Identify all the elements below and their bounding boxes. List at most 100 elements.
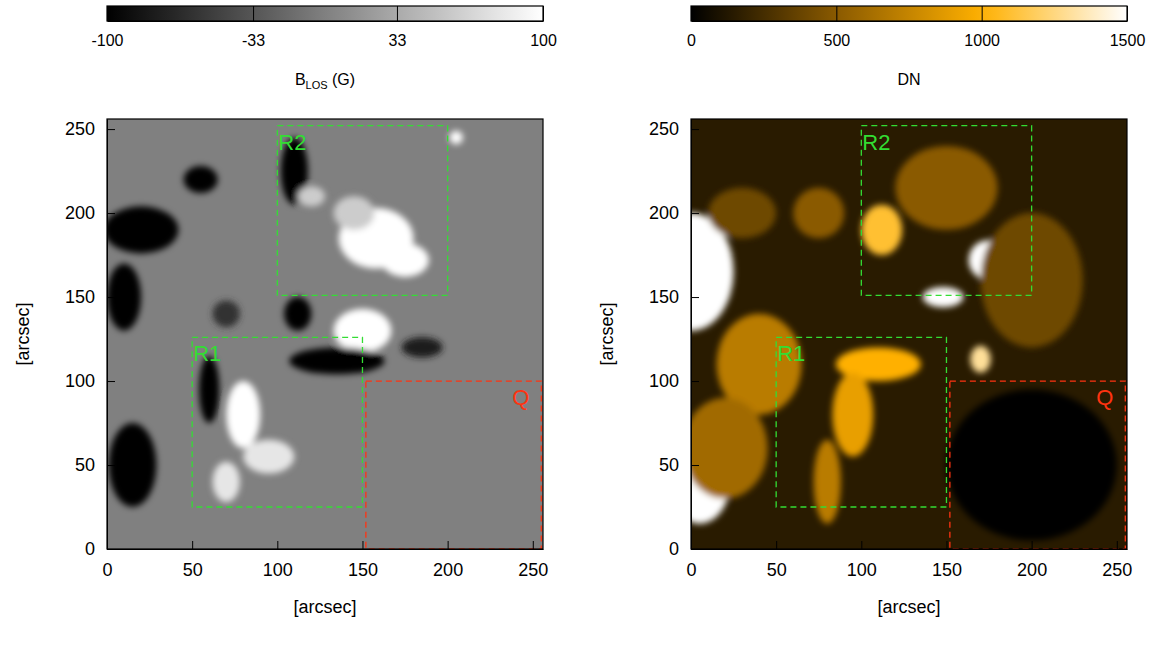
colorbar-tick-label: 500: [823, 32, 850, 49]
colorbar-tick-label: 1500: [1110, 32, 1146, 49]
feature: [402, 337, 443, 357]
y-tick-label: 50: [75, 455, 95, 475]
y-tick-mark: [107, 213, 115, 214]
feature: [334, 196, 375, 230]
colorbar-title: DN: [897, 71, 920, 88]
y-tick-label: 150: [649, 287, 679, 307]
region-label: Q: [1096, 385, 1113, 410]
colorbar-tick-mark: [1127, 6, 1128, 21]
colorbar-tick-mark: [397, 6, 398, 21]
colorbar-tick-label: 33: [389, 32, 407, 49]
feature: [213, 462, 240, 502]
y-tick-mark: [107, 465, 115, 466]
y-tick: 150: [649, 287, 699, 307]
region-box: [277, 126, 447, 296]
y-axis: 050100150200250: [65, 119, 115, 559]
y-tick-label: 200: [65, 203, 95, 223]
plot-frame: [107, 119, 543, 549]
colorbar-title: BLOS (G): [295, 71, 355, 91]
x-tick: 100: [847, 541, 877, 580]
x-tick: 50: [767, 541, 787, 580]
feature: [184, 166, 218, 193]
y-tick-mark: [107, 381, 115, 382]
feature: [793, 188, 844, 238]
regions: R1R2Q: [776, 126, 1125, 549]
x-tick: 200: [1017, 541, 1047, 580]
x-axis-title: [arcsec]: [293, 597, 356, 617]
y-tick: 200: [65, 203, 115, 223]
feature: [334, 309, 392, 353]
regions: R1R2Q: [192, 126, 541, 549]
x-tick-label: 0: [686, 560, 696, 580]
x-tick: 250: [1102, 541, 1132, 580]
colorbar-tick: 500: [823, 6, 850, 49]
y-tick-label: 250: [649, 119, 679, 139]
x-axis-title: [arcsec]: [877, 597, 940, 617]
x-tick-mark: [192, 541, 193, 549]
colorbar-tick: 1000: [964, 6, 1000, 49]
colorbar-title-part: (G): [328, 71, 356, 88]
x-axis: 0 50 100 150 200 250: [102, 541, 548, 580]
region-box: [192, 337, 362, 507]
x-tick-mark: [362, 541, 363, 549]
x-tick-mark: [776, 541, 777, 549]
x-axis-line: [692, 549, 1128, 550]
colorbar-tick-label: -33: [242, 32, 265, 49]
colorbar-title-part: B: [295, 71, 306, 88]
region-label: R2: [278, 130, 306, 155]
feature: [107, 206, 179, 253]
x-tick: 250: [518, 541, 548, 580]
feature: [895, 146, 997, 230]
image: [107, 119, 543, 549]
y-tick-label: 0: [669, 539, 679, 559]
x-tick: 150: [932, 541, 962, 580]
y-tick-mark: [691, 213, 699, 214]
colorbar-tick-label: 0: [687, 32, 696, 49]
colorbar-tick-label: -100: [91, 32, 123, 49]
y-tick: 100: [65, 371, 115, 391]
y-tick-label: 0: [85, 539, 95, 559]
x-tick: 100: [263, 541, 293, 580]
colorbar-axis: -100 -33 33 100: [91, 6, 556, 49]
y-tick-mark: [107, 129, 115, 130]
y-tick-mark: [107, 549, 115, 550]
region-box: [950, 381, 1125, 549]
colorbar: 0 500 1000 1500 DN: [687, 6, 1145, 88]
colorbar-tick-mark: [836, 6, 837, 21]
image-background: [691, 119, 1127, 549]
x-tick-label: 100: [847, 560, 877, 580]
y-tick-mark: [691, 465, 699, 466]
y-tick-mark: [691, 129, 699, 130]
x-tick-label: 50: [183, 560, 203, 580]
x-axis: 0 50 100 150 200 250: [686, 541, 1132, 580]
x-tick-mark: [1117, 541, 1118, 549]
colorbar-tick-mark: [691, 6, 692, 21]
feature: [832, 373, 873, 457]
x-tick-label: 0: [102, 560, 112, 580]
region-label: R1: [777, 341, 805, 366]
y-tick-label: 100: [65, 371, 95, 391]
colorbar: -100 -33 33 100 BLOS (G): [91, 6, 556, 91]
x-tick: 150: [348, 541, 378, 580]
feature: [298, 186, 325, 206]
image: [691, 119, 1127, 549]
feature: [284, 297, 311, 331]
image-background: [107, 119, 543, 549]
colorbar-tick-mark: [543, 6, 544, 21]
x-tick-label: 150: [932, 560, 962, 580]
y-axis-title: [arcsec]: [13, 302, 33, 365]
y-tick: 100: [649, 371, 699, 391]
colorbar-tick-mark: [253, 6, 254, 21]
x-tick: 200: [433, 541, 463, 580]
colorbar-axis-line: [108, 21, 544, 22]
x-tick-mark: [533, 541, 534, 549]
x-tick-mark: [277, 541, 278, 549]
y-tick: 0: [85, 539, 115, 559]
feature: [289, 347, 384, 374]
y-axis-line: [107, 120, 108, 550]
feature: [213, 300, 240, 327]
region-box: [861, 126, 1031, 296]
colorbar-title-part: DN: [897, 71, 920, 88]
plot-frame: [691, 119, 1127, 549]
colorbar-tick: 100: [530, 6, 557, 49]
